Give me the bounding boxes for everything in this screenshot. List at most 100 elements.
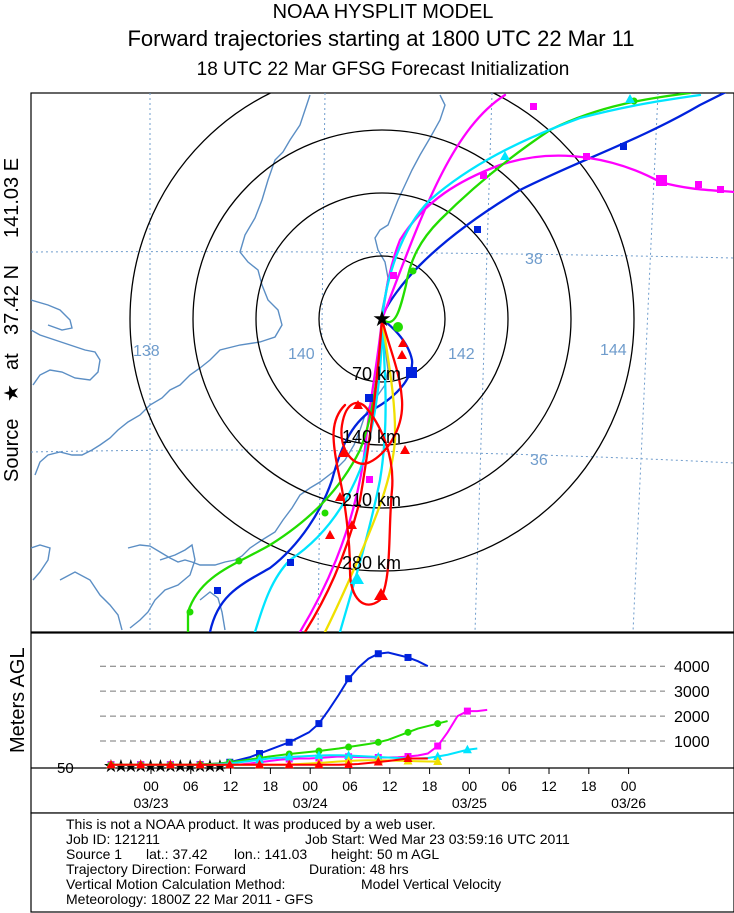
marker-magenta <box>717 186 724 193</box>
source-star-icon: ★ <box>1 384 23 402</box>
marker-red <box>325 530 335 539</box>
height-label-1000: 1000 <box>674 734 710 751</box>
marker-green <box>409 267 417 275</box>
profile-marker-red <box>195 759 205 769</box>
profile-marker-cyan <box>284 752 294 761</box>
hour-label: 06 <box>342 778 358 794</box>
footer-lat: lat.: 37.42 <box>146 846 208 862</box>
profile-marker-cyan <box>314 750 324 760</box>
source-lon: 141.03 E <box>1 158 23 238</box>
height-profile: 4000 3000 2000 1000 50 ★★★★★★★★★★★★ 00 06… <box>30 632 734 814</box>
marker-red <box>347 520 357 529</box>
ring-280km <box>129 93 635 572</box>
marker-magenta <box>480 172 487 179</box>
hour-label: 12 <box>223 778 239 794</box>
footer-disclaimer: This is not a NOAA product. It was produ… <box>66 816 436 832</box>
hour-label: 00 <box>302 778 318 794</box>
footer-direction: Trajectory Direction: Forward <box>66 861 246 877</box>
ring-70km <box>318 255 446 383</box>
footer: This is not a NOAA product. It was produ… <box>66 816 570 907</box>
marker-blue <box>287 559 294 566</box>
date-label: 03/26 <box>611 795 646 811</box>
lat-label-36: 36 <box>530 452 548 469</box>
marker-green <box>186 608 194 616</box>
date-label: 03/25 <box>452 795 487 811</box>
map-frame <box>30 92 734 633</box>
map-markers <box>186 94 724 616</box>
grid-labels: 138 140 142 144 38 36 <box>133 251 627 469</box>
height-label-3000: 3000 <box>674 684 710 701</box>
profile-marker-red <box>136 759 146 769</box>
marker-green <box>393 322 403 332</box>
profile-marker-red <box>403 753 413 763</box>
marker-red <box>398 338 408 347</box>
profile-marker-yellow <box>433 756 443 766</box>
hour-label: 00 <box>621 778 637 794</box>
footer-height: height: 50 m AGL <box>331 846 439 862</box>
hour-label: 00 <box>143 778 159 794</box>
source-word: Source <box>1 419 23 482</box>
hour-label: 06 <box>501 778 517 794</box>
lon-label-142: 142 <box>448 346 475 363</box>
marker-red <box>374 588 388 600</box>
marker-magenta <box>366 476 373 483</box>
hour-label: 12 <box>382 778 398 794</box>
height-label-2000: 2000 <box>674 709 710 726</box>
hour-label: 12 <box>541 778 557 794</box>
profile-marker-magenta <box>463 707 471 715</box>
hour-label: 06 <box>183 778 199 794</box>
profile-marker-cyan <box>255 754 264 764</box>
footer-source: Source 1 <box>66 846 122 862</box>
marker-red <box>338 448 348 457</box>
footer-meteorology: Meteorology: 1800Z 22 Mar 2011 - GFS <box>66 891 313 907</box>
source-label: Source ★ at 37.42 N 141.03 E <box>1 158 23 482</box>
lon-label-140: 140 <box>288 346 315 363</box>
profile-marker-red <box>314 759 324 769</box>
profile-marker-magenta <box>434 742 442 750</box>
lon-label-138: 138 <box>133 343 160 360</box>
profile-marker-red <box>373 757 383 766</box>
ring-labels: 70 km 140 km 210 km 280 km <box>342 364 401 573</box>
profile-marker-cyan <box>462 744 472 754</box>
footer-box <box>30 812 734 913</box>
profile-marker-red <box>106 759 116 769</box>
source-height-label: 50 <box>57 760 74 777</box>
profile-marker-cyan <box>433 751 443 761</box>
footer-job-id: Job ID: 121211 <box>66 831 160 847</box>
profile-marker-green <box>374 738 382 746</box>
source-star-icon: ★ <box>372 306 392 331</box>
marker-blue <box>214 587 221 594</box>
source-lat: 37.42 N <box>1 265 23 335</box>
date-label: 03/23 <box>133 795 168 811</box>
profile-marker-blue <box>256 750 263 758</box>
date-label: 03/24 <box>293 795 328 811</box>
footer-vertical-method: Vertical Motion Calculation Method: <box>66 876 285 892</box>
profile-marker-red <box>255 759 264 769</box>
source-at: at <box>1 353 23 370</box>
ring-label-70: 70 km <box>352 364 401 384</box>
profile-marker-red <box>165 759 175 769</box>
header-initialization: 18 UTC 22 Mar GFSG Forecast Initializati… <box>197 59 570 80</box>
height-labels: 4000 3000 2000 1000 <box>674 659 710 751</box>
profile-marker-blue <box>374 650 382 658</box>
profile-marker-blue <box>404 653 412 661</box>
footer-job-start: Job Start: Wed Mar 23 03:59:16 UTC 2011 <box>305 831 570 847</box>
profile-marker-blue <box>345 675 353 683</box>
profile-marker-red <box>284 759 294 769</box>
profile-line-red <box>111 757 428 766</box>
ring-label-280: 280 km <box>342 553 401 573</box>
ring-label-140: 140 km <box>342 427 401 447</box>
lon-label-144: 144 <box>600 342 627 359</box>
marker-green <box>235 557 243 565</box>
marker-magenta <box>656 175 667 186</box>
time-axis: 00 06 12 18 00 06 12 18 00 06 12 18 00 <box>143 768 637 794</box>
profile-marker-green <box>434 720 442 728</box>
marker-magenta <box>695 181 702 188</box>
marker-blue <box>620 143 627 150</box>
marker-cyan <box>350 572 364 584</box>
profile-marker-red <box>225 759 235 769</box>
marker-magenta <box>390 272 397 279</box>
ring-label-210: 210 km <box>342 490 401 510</box>
profile-marker-red <box>344 759 354 769</box>
marker-blue <box>406 367 417 378</box>
